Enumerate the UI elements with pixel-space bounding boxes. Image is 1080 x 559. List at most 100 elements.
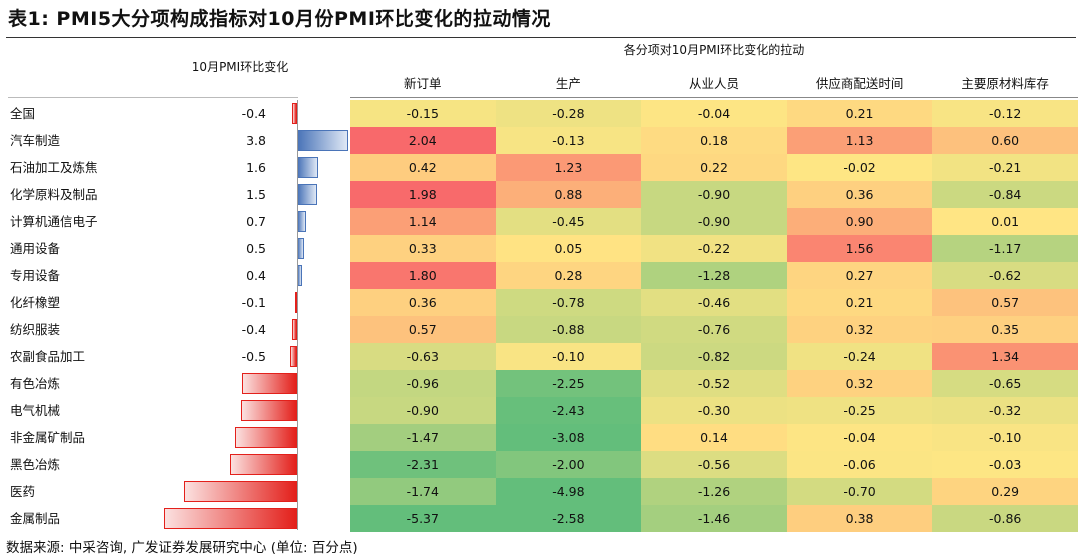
table-row: 纺织服装 -0.4 0.57 -0.88 -0.76 0.32 0.35: [0, 316, 1080, 343]
heatmap-cell: -1.46: [641, 505, 787, 532]
heatmap-cell: -2.31: [350, 451, 496, 478]
title-divider: [6, 37, 1076, 38]
heatmap-cell: -0.22: [641, 235, 787, 262]
heatmap-cell: -0.90: [350, 397, 496, 424]
heatmap-cell: 0.01: [932, 208, 1078, 235]
heatmap-cell: 0.33: [350, 235, 496, 262]
heatmap-cell: 0.57: [932, 289, 1078, 316]
header-divider: [350, 97, 1078, 98]
heatmap-cell: 1.80: [350, 262, 496, 289]
table-row: 非金属矿制品-4.6-1.47-3.080.14-0.04-0.10: [0, 424, 1080, 451]
heatmap-cell: 1.13: [786, 127, 933, 154]
pmi-change-header: 10月PMI环比变化: [191, 60, 289, 74]
heatmap-cell: 0.28: [495, 262, 642, 289]
heatmap-cell: -0.90: [641, 208, 787, 235]
table-row: 医药-8.4-1.74-4.98-1.26-0.700.29: [0, 478, 1080, 505]
heatmap-cell: 0.21: [786, 289, 933, 316]
pmi-change-bar: [230, 454, 297, 475]
heatmap-cell: 1.34: [932, 343, 1078, 370]
heatmap-cell: -0.03: [932, 451, 1078, 478]
heatmap-cell: 0.90: [786, 208, 933, 235]
pmi-change-value: 1.5: [246, 187, 266, 202]
industry-label: 石油加工及炼焦: [10, 160, 98, 175]
pmi-change-bar: [184, 481, 297, 502]
industry-label: 金属制品: [10, 511, 61, 526]
column-header-production: 生产: [555, 76, 581, 91]
heatmap-cell: 0.35: [932, 316, 1078, 343]
pmi-change-value: 0.4: [246, 268, 266, 283]
table-row: 金属制品-9.9-5.37-2.58-1.460.38-0.86: [0, 505, 1080, 532]
pmi-change-value: -0.1: [241, 295, 266, 310]
industry-label: 医药: [10, 484, 36, 499]
industry-label: 专用设备: [10, 268, 61, 283]
heatmap-cell: -0.06: [786, 451, 933, 478]
heatmap-cell: -0.84: [932, 181, 1078, 208]
heatmap-cell: -0.04: [641, 100, 787, 127]
pmi-change-bar: [297, 130, 348, 151]
heatmap-cell: -0.88: [495, 316, 642, 343]
heatmap-cell: -0.70: [786, 478, 933, 505]
table-row: 化纤橡塑 -0.1 0.36 -0.78 -0.46 0.21 0.57: [0, 289, 1080, 316]
table-row: 电气机械-4.2-0.90-2.43-0.30-0.25-0.32: [0, 397, 1080, 424]
heatmap-cell: 0.21: [786, 100, 933, 127]
heatmap-cell: -1.17: [932, 235, 1078, 262]
industry-label: 有色冶炼: [10, 376, 61, 391]
pmi-change-value: -0.4: [241, 106, 266, 121]
pmi-change-bar: [240, 400, 297, 421]
heatmap-cell: -0.65: [932, 370, 1078, 397]
heatmap-cell: 0.18: [641, 127, 787, 154]
pmi-change-value: 0.7: [246, 214, 266, 229]
heatmap-cell: -0.30: [641, 397, 787, 424]
industry-label: 汽车制造: [10, 133, 61, 148]
heatmap-cell: -0.25: [786, 397, 933, 424]
heatmap-cell: -0.62: [932, 262, 1078, 289]
industry-label: 农副食品加工: [10, 349, 86, 364]
heatmap-cell: -4.98: [495, 478, 642, 505]
pmi-change-bar: [295, 292, 297, 313]
heatmap-cell: -0.13: [495, 127, 642, 154]
heatmap-cell: -0.02: [786, 154, 933, 181]
heatmap-cell: -0.45: [495, 208, 642, 235]
heatmap-cell: 0.32: [786, 370, 933, 397]
heatmap-cell: 0.14: [641, 424, 787, 451]
heatmap-cell: -0.32: [932, 397, 1078, 424]
table-row: 黑色冶炼-5.0-2.31-2.00-0.56-0.06-0.03: [0, 451, 1080, 478]
heatmap-cell: -0.24: [786, 343, 933, 370]
pmi-change-bar: [290, 346, 297, 367]
column-header-employment: 从业人员: [688, 76, 739, 91]
heatmap-cell: -2.43: [495, 397, 642, 424]
table-row: 全国 -0.4 -0.15 -0.28 -0.04 0.21 -0.12: [0, 100, 1080, 127]
pmi-change-value: -0.5: [241, 349, 266, 364]
heatmap-cell: -3.08: [495, 424, 642, 451]
heatmap-cell: -0.10: [495, 343, 642, 370]
industry-label: 全国: [10, 106, 36, 121]
heatmap-cell: 0.88: [495, 181, 642, 208]
heatmap-cell: -1.47: [350, 424, 496, 451]
table-row: 石油加工及炼焦 1.6 0.42 1.23 0.22 -0.02 -0.21: [0, 154, 1080, 181]
column-header-new-orders: 新订单: [404, 76, 442, 91]
heatmap-cell: -0.12: [932, 100, 1078, 127]
heatmap-cell: -1.74: [350, 478, 496, 505]
pmi-change-bar: [164, 508, 297, 529]
heatmap-cell: 0.29: [932, 478, 1078, 505]
heatmap-cell: 0.36: [786, 181, 933, 208]
heatmap-cell: 1.56: [786, 235, 933, 262]
pmi-change-bar: [297, 238, 304, 259]
table-row: 有色冶炼-4.1-0.96-2.25-0.520.32-0.65: [0, 370, 1080, 397]
heatmap-cell: 0.57: [350, 316, 496, 343]
industry-label: 化纤橡塑: [10, 295, 61, 310]
heatmap-cell: -0.04: [786, 424, 933, 451]
pmi-change-bar: [297, 184, 318, 205]
heatmap-cell: -0.52: [641, 370, 787, 397]
industry-label: 非金属矿制品: [10, 430, 86, 445]
heatmap-cell: -0.28: [495, 100, 642, 127]
heatmap-cell: -0.76: [641, 316, 787, 343]
heatmap-cell: -1.26: [641, 478, 787, 505]
heatmap-cell: 2.04: [350, 127, 496, 154]
heatmap-cell: 0.32: [786, 316, 933, 343]
heatmap-cell: 1.14: [350, 208, 496, 235]
heatmap-cell: -0.63: [350, 343, 496, 370]
table-row: 通用设备 0.5 0.33 0.05 -0.22 1.56 -1.17: [0, 235, 1080, 262]
heatmap-cell: 1.23: [495, 154, 642, 181]
heatmap-cell: 0.36: [350, 289, 496, 316]
